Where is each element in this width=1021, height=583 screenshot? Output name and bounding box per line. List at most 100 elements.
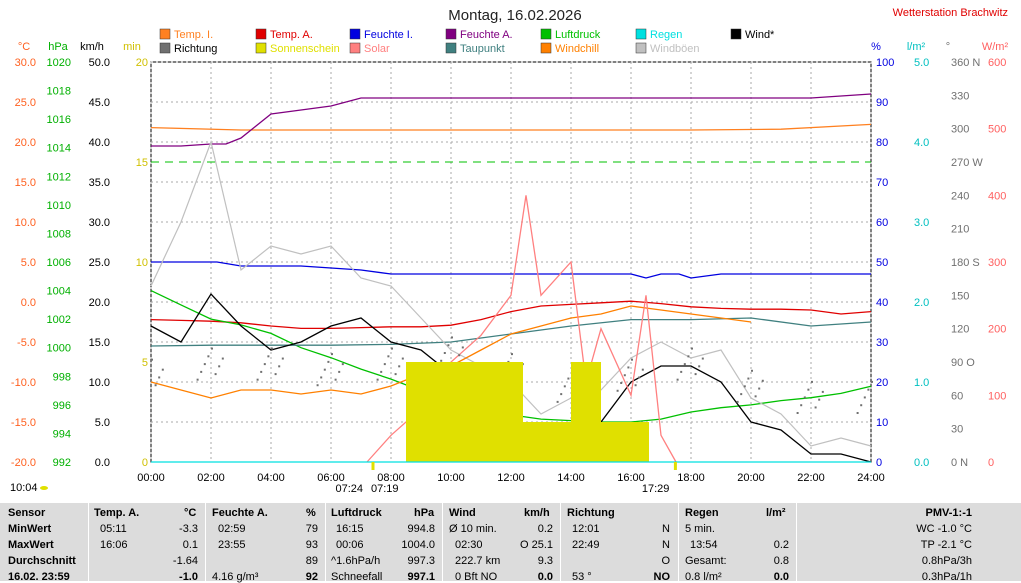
direction-point <box>680 370 683 373</box>
press-axis-tick: 994 <box>53 428 71 440</box>
rain-max-time: 13:54 <box>690 539 718 551</box>
temp-min-value: -3.3 <box>179 523 198 535</box>
direction-point <box>263 363 266 366</box>
sensor-row-label: Durchschnitt <box>8 555 76 567</box>
direction-point <box>751 369 753 372</box>
legend-label: Sonnenschein <box>270 43 340 55</box>
solar-axis-unit: W/m² <box>982 41 1009 53</box>
press-axis-unit: hPa <box>48 41 68 53</box>
temp-axis-tick: 5.0 <box>21 257 36 269</box>
current-time-label: 10:04 <box>10 482 38 494</box>
direction-point <box>316 384 319 387</box>
direction-point <box>740 393 743 396</box>
rain-axis-tick: 1.0 <box>914 377 929 389</box>
wind-axis-tick: 0.0 <box>95 457 110 469</box>
legend-label: Solar <box>364 43 390 55</box>
series-line-feuchte-i- <box>151 261 871 279</box>
pmv-row: 0.3hPa/1h <box>921 571 972 583</box>
press-forecast: Schneefall <box>331 571 383 583</box>
press-max-value: 1004.0 <box>401 539 435 551</box>
rain-current-value: 0.0 <box>773 571 789 583</box>
min-axis-tick: 0 <box>142 457 148 469</box>
direction-point <box>863 396 866 399</box>
solar-axis-tick: 600 <box>988 57 1006 69</box>
dir-avg-value: O <box>661 555 670 567</box>
press-axis-tick: 1016 <box>47 114 71 126</box>
dir-axis-tick: 330 <box>951 90 969 102</box>
direction-point <box>803 396 806 399</box>
dir-axis-tick: 360 N <box>951 57 980 69</box>
press-min-value: 994.8 <box>407 523 435 535</box>
direction-point <box>821 390 824 393</box>
direction-point <box>214 373 217 376</box>
hum-max-value: 93 <box>305 539 318 551</box>
temp-axis-tick: 30.0 <box>15 57 36 69</box>
x-axis-tick: 12:00 <box>497 472 525 484</box>
direction-point <box>278 365 281 368</box>
wind-axis-tick: 45.0 <box>89 97 110 109</box>
wind-mean-value: 9.3 <box>537 555 553 567</box>
legend-label: Windböen <box>650 43 700 55</box>
sensor-row-label: MinWert <box>8 523 52 535</box>
rain-header: Regen <box>685 507 719 519</box>
hum-axis-tick: 0 <box>876 457 882 469</box>
x-axis-tick: 18:00 <box>677 472 705 484</box>
dir-axis-tick: 150 <box>951 290 969 302</box>
dir-axis-tick: 270 W <box>951 157 983 169</box>
hum-min-time: 02:59 <box>218 523 246 535</box>
direction-point <box>401 357 404 360</box>
dir-axis-tick: 60 <box>951 390 963 402</box>
dir-degrees: 53 ° <box>572 571 592 583</box>
direction-point <box>447 344 450 347</box>
x-axis-tick: 06:00 <box>317 472 345 484</box>
direction-point <box>158 376 161 379</box>
legend: Temp. I. Temp. A. Feuchte I. Feuchte A. Luft… <box>159 28 775 55</box>
direction-point <box>207 355 210 358</box>
legend-swatch <box>159 28 171 40</box>
dir-header: Richtung <box>567 507 615 519</box>
rain-axis-tick: 4.0 <box>914 137 929 149</box>
direction-point <box>758 387 761 390</box>
direction-point <box>151 358 153 361</box>
sensor-header: Sensor <box>8 507 46 519</box>
series-line-temp-a- <box>150 300 872 330</box>
temp-axis-tick: -5.0 <box>17 337 36 349</box>
direction-point <box>451 336 453 339</box>
hum-avg-value: 89 <box>305 555 318 567</box>
dir-min-time: 12:01 <box>572 523 600 535</box>
direction-point <box>634 384 637 387</box>
dir-axis-tick: 240 <box>951 190 969 202</box>
direction-point <box>807 388 810 391</box>
direction-point <box>687 355 690 358</box>
direction-point <box>398 365 401 368</box>
press-axis-tick: 996 <box>53 400 71 412</box>
temp-axis-tick: -20.0 <box>11 457 36 469</box>
legend-swatch <box>349 28 361 40</box>
hum-min-value: 79 <box>305 523 318 535</box>
dir-axis-tick: 210 <box>951 224 969 236</box>
x-axis-tick: 22:00 <box>797 472 825 484</box>
temp-max-value: 0.1 <box>182 539 198 551</box>
dir-axis-tick: 120 <box>951 324 969 336</box>
direction-point <box>380 370 383 373</box>
temp-max-time: 16:06 <box>100 539 128 551</box>
current-time-marker <box>40 486 48 490</box>
dir-max-time: 22:49 <box>572 539 600 551</box>
direction-point <box>271 347 273 350</box>
pmv-row: 0.8hPa/3h <box>921 555 972 567</box>
press-trend: ^1.6hPa/h <box>331 555 381 567</box>
wind-axis-tick: 25.0 <box>89 257 110 269</box>
legend-label: Taupunkt <box>460 43 505 55</box>
direction-point <box>800 404 803 407</box>
sunshine-bar <box>541 422 571 462</box>
press-axis-tick: 1002 <box>47 314 71 326</box>
dir-current-value: NO <box>653 571 671 583</box>
sunshine-bar <box>571 362 601 462</box>
direction-point <box>327 360 330 363</box>
wind-run: 222.7 km <box>455 555 501 567</box>
legend-label: Luftdruck <box>555 29 601 41</box>
direction-point <box>567 377 570 380</box>
direction-point <box>267 355 270 358</box>
hum-axis-tick: 30 <box>876 337 888 349</box>
solar-axis-tick: 200 <box>988 324 1006 336</box>
